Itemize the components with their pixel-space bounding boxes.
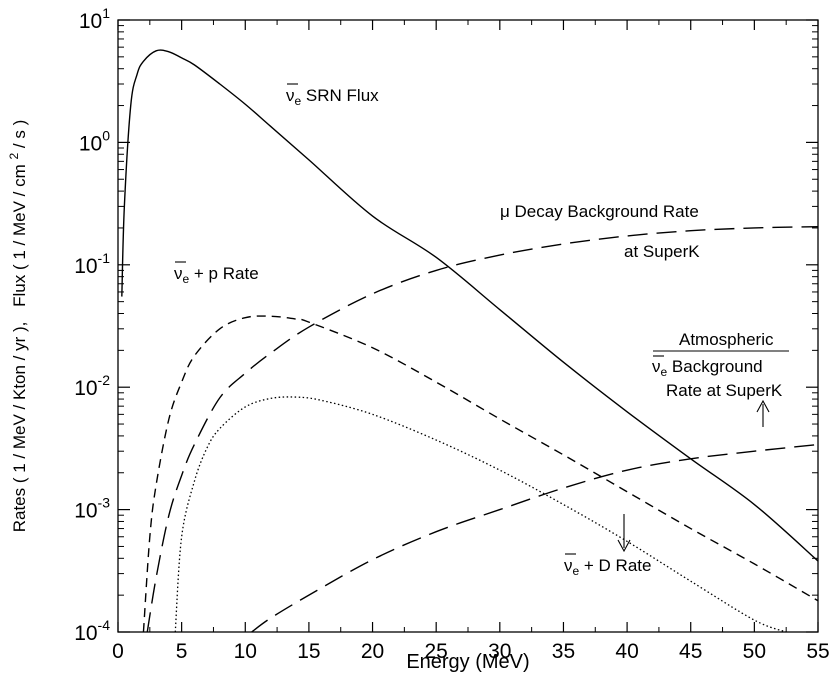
y-axis-title-flux: Flux ( 1 / MeV / cm (10, 164, 29, 307)
nu-symbol: ν (652, 357, 661, 376)
nu-symbol: ν (174, 264, 183, 283)
x-tick-label: 5 (176, 640, 188, 663)
x-tick-label: 55 (806, 640, 829, 663)
y-axis-title-sup: 2 (7, 152, 21, 159)
x-tick-label: 25 (425, 640, 448, 663)
x-tick-label: 50 (743, 640, 766, 663)
vd-label: + D Rate (579, 556, 651, 575)
series-line-3 (142, 315, 819, 633)
series-group (121, 49, 819, 633)
x-tick-label: 10 (234, 640, 257, 663)
atm-label-line2: Background (667, 357, 762, 376)
x-tick-label: 20 (361, 640, 384, 663)
sub-e: e (183, 272, 190, 286)
x-axis-title: Energy (MeV) (406, 651, 529, 673)
y-axis-title-rates: Rates ( 1 / MeV / Kton / yr ), (10, 322, 29, 533)
series-line-4 (174, 396, 787, 633)
nu-symbol: ν (564, 556, 573, 575)
annotation-vp-rate: νe + p Rate (174, 261, 259, 286)
sub-e: e (573, 564, 580, 578)
x-tick-label: 45 (679, 640, 702, 663)
svg-text:Rates ( 1 / MeV / Kton / yr ),: Rates ( 1 / MeV / Kton / yr ), Flux ( 1 … (3, 120, 29, 533)
sub-e: e (661, 365, 668, 379)
sub-e: e (295, 94, 302, 108)
y-tick-label: 10-2 (74, 372, 110, 400)
vp-label: + p Rate (189, 264, 258, 283)
series-line-1 (121, 49, 819, 562)
svg-text:νe + p Rate: νe + p Rate (174, 264, 259, 286)
svg-text:νe Background: νe Background (652, 357, 763, 379)
y-tick-label: 101 (79, 5, 110, 33)
svg-text:νe + D Rate: νe + D Rate (564, 556, 651, 578)
vd-arrow-head (617, 539, 631, 553)
x-tick-label: 0 (112, 640, 124, 663)
series-line-5 (251, 443, 819, 633)
svg-text:νe SRN Flux: νe SRN Flux (286, 86, 379, 108)
atm-arrow-head (756, 399, 770, 413)
y-tick-label: 10-1 (74, 250, 110, 278)
y-tick-label: 100 (79, 127, 110, 155)
tick-marks (117, 19, 819, 633)
mu-label-line1: μ Decay Background Rate (500, 202, 699, 221)
y-tick-label: 10-4 (74, 617, 110, 645)
annotation-srn-flux: νe SRN Flux (286, 83, 379, 108)
atm-label-line1: Atmospheric (679, 330, 774, 349)
y-axis-title-flux-end: / s ) (10, 120, 29, 148)
annotation-mu-decay: μ Decay Background Rate at SuperK (500, 202, 700, 261)
y-tick-labels: 10-4 10-3 10-2 10-1 100 101 (74, 5, 110, 645)
x-tick-label: 40 (615, 640, 638, 663)
series-line-2 (146, 225, 819, 633)
y-tick-label: 10-3 (74, 495, 110, 523)
annotation-atmospheric: Atmospheric νe Background Rate at SuperK (652, 330, 789, 427)
x-tick-label: 15 (297, 640, 320, 663)
x-tick-labels: 0 5 10 15 20 25 30 35 40 45 50 55 (112, 640, 830, 663)
atm-label-line3: Rate at SuperK (666, 381, 783, 400)
mu-label-line2: at SuperK (624, 242, 700, 261)
y-axis-title: Rates ( 1 / MeV / Kton / yr ), Flux ( 1 … (3, 120, 29, 533)
srn-label: SRN Flux (301, 86, 379, 105)
x-tick-label: 30 (488, 640, 511, 663)
nu-symbol: ν (286, 86, 295, 105)
annotation-vd-rate: νe + D Rate (564, 514, 651, 578)
x-tick-label: 35 (552, 640, 575, 663)
